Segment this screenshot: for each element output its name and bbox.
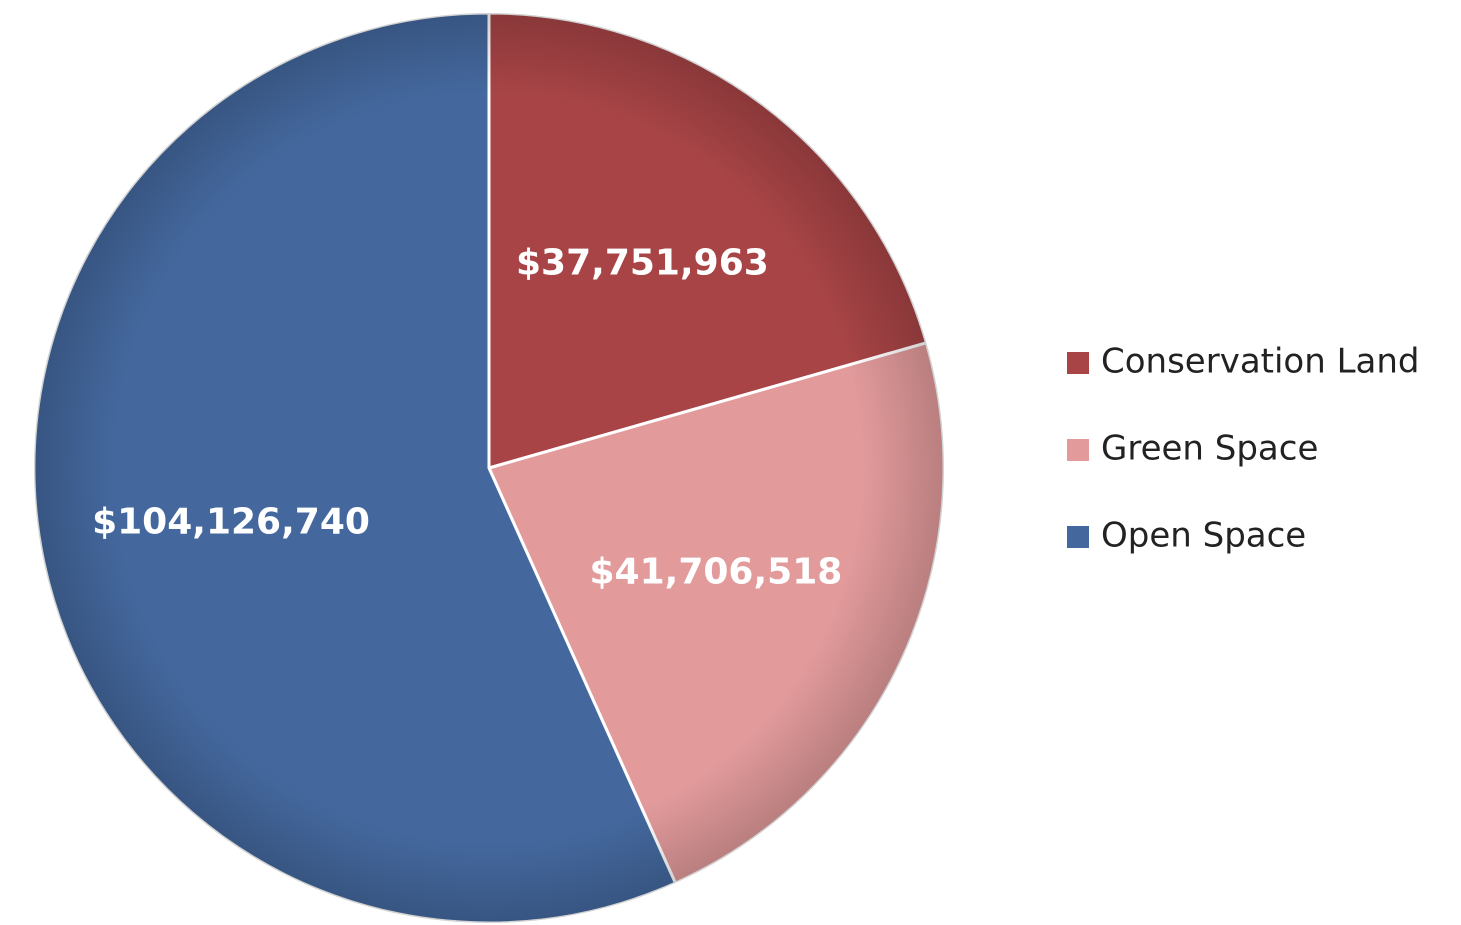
legend-swatch-open-space (1067, 526, 1089, 548)
data-label-green-space: $41,706,518 (590, 551, 843, 592)
legend-label-conservation-land: Conservation Land (1101, 342, 1420, 382)
data-label-open-space: $104,126,740 (92, 501, 370, 542)
legend-item-conservation-land: Conservation Land (1067, 342, 1420, 382)
legend-swatch-green-space (1067, 439, 1089, 461)
legend-label-open-space: Open Space (1101, 516, 1306, 556)
legend: Conservation Land Green Space Open Space (1067, 342, 1420, 556)
pie-slice-labels: $37,751,963 $41,706,518 $104,126,740 (92, 243, 842, 593)
pie-slices (32, 11, 946, 925)
legend-item-green-space: Green Space (1067, 429, 1318, 469)
legend-swatch-conservation-land (1067, 352, 1089, 374)
legend-item-open-space: Open Space (1067, 516, 1306, 556)
data-label-conservation-land: $37,751,963 (516, 243, 769, 284)
legend-label-green-space: Green Space (1101, 429, 1318, 469)
